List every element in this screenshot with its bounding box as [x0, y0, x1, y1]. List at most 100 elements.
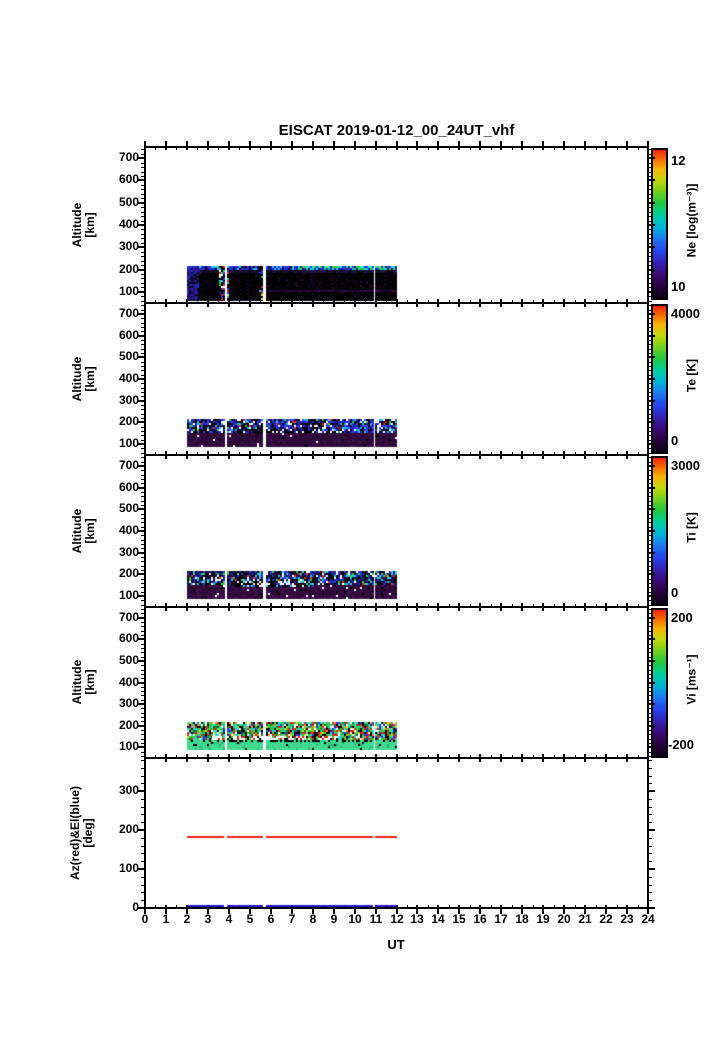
y-minor-tick: [648, 605, 652, 606]
x-tick-label: 21: [578, 912, 592, 926]
x-tick-label: 2: [183, 912, 191, 926]
y-tick-label: 100: [118, 588, 139, 602]
y-minor-tick: [141, 278, 145, 279]
y-minor-tick: [141, 743, 145, 744]
y-minor-tick: [648, 670, 652, 671]
x-major-tick: [207, 603, 209, 611]
y-major-tick: [138, 356, 145, 358]
y-tick-label: 100: [118, 284, 139, 298]
x-major-tick: [437, 754, 439, 762]
y-minor-tick: [648, 631, 652, 632]
y-major-tick: [648, 313, 655, 315]
y-minor-tick: [141, 622, 145, 623]
y-minor-tick: [648, 626, 652, 627]
x-major-tick: [458, 141, 460, 150]
x-major-tick: [270, 141, 272, 150]
y-tick-label: 400: [118, 217, 139, 231]
x-major-tick: [228, 603, 230, 611]
y-minor-tick: [648, 665, 652, 666]
y-minor-tick: [648, 283, 652, 284]
y-minor-tick: [141, 405, 145, 406]
x-major-tick: [542, 603, 544, 611]
x-major-tick: [584, 141, 586, 150]
x-major-tick: [396, 141, 398, 150]
x-major-tick: [626, 299, 628, 307]
y-tick-label: 200: [118, 566, 139, 580]
y-minor-tick: [141, 301, 145, 302]
y-tick-label: 400: [118, 675, 139, 689]
x-major-tick: [249, 141, 251, 150]
y-major-tick: [138, 508, 145, 510]
y-minor-tick: [141, 713, 145, 714]
x-major-tick: [626, 754, 628, 762]
x-major-tick: [458, 451, 460, 459]
x-major-tick: [500, 754, 502, 762]
y-minor-tick: [141, 535, 145, 536]
y-minor-tick: [141, 453, 145, 454]
y-minor-tick: [648, 362, 652, 363]
y-minor-tick: [141, 635, 145, 636]
y-minor-tick: [141, 409, 145, 410]
y-minor-tick: [141, 739, 145, 740]
y-minor-tick: [648, 229, 652, 230]
x-major-tick: [584, 451, 586, 459]
y-minor-tick: [141, 198, 145, 199]
x-major-tick: [542, 905, 544, 914]
y-minor-tick: [648, 409, 652, 410]
y-minor-tick: [648, 431, 652, 432]
y-minor-tick: [648, 822, 652, 823]
x-major-tick: [312, 451, 314, 459]
y-minor-tick: [648, 691, 652, 692]
x-major-tick: [584, 905, 586, 914]
y-minor-tick: [141, 900, 145, 901]
x-major-tick: [228, 141, 230, 150]
vi-data-canvas: [146, 608, 647, 757]
y-major-tick: [138, 790, 145, 792]
x-major-tick: [249, 299, 251, 307]
y-minor-tick: [141, 318, 145, 319]
y-minor-tick: [141, 154, 145, 155]
x-major-tick: [500, 451, 502, 459]
x-major-tick: [647, 451, 649, 459]
y-minor-tick: [141, 305, 145, 306]
y-major-tick: [138, 291, 145, 293]
y-minor-tick: [648, 700, 652, 701]
x-major-tick: [186, 141, 188, 150]
y-minor-tick: [648, 514, 652, 515]
x-tick-label: 15: [452, 912, 466, 926]
y-minor-tick: [648, 418, 652, 419]
colorbar-ne-unit: Ne [log(m⁻³)]: [684, 183, 699, 258]
x-major-tick: [354, 905, 356, 914]
y-minor-tick: [141, 496, 145, 497]
y-tick-label: 400: [118, 371, 139, 385]
y-tick-label: 100: [118, 861, 139, 875]
x-major-tick: [165, 603, 167, 611]
y-major-tick: [648, 638, 655, 640]
y-tick-label: 200: [118, 414, 139, 428]
x-major-tick: [563, 905, 565, 914]
y-major-tick: [648, 703, 655, 705]
x-major-tick: [605, 754, 607, 762]
x-major-tick: [144, 299, 146, 307]
x-major-tick: [479, 451, 481, 459]
x-major-tick: [354, 754, 356, 762]
x-major-tick: [354, 451, 356, 459]
y-minor-tick: [648, 207, 652, 208]
ti-data-canvas: [146, 456, 647, 606]
x-major-tick: [186, 905, 188, 914]
y-minor-tick: [648, 185, 652, 186]
x-tick-label: 16: [473, 912, 487, 926]
x-major-tick: [500, 141, 502, 150]
y-major-tick: [648, 552, 655, 554]
x-major-tick: [416, 451, 418, 459]
x-major-tick: [479, 299, 481, 307]
y-minor-tick: [648, 853, 652, 854]
x-tick-label: 1: [162, 912, 170, 926]
x-major-tick: [626, 451, 628, 459]
x-major-tick: [416, 905, 418, 914]
y-minor-tick: [648, 238, 652, 239]
y-major-tick: [138, 660, 145, 662]
colorbar-te-unit: Te [K]: [684, 358, 699, 393]
y-minor-tick: [648, 221, 652, 222]
